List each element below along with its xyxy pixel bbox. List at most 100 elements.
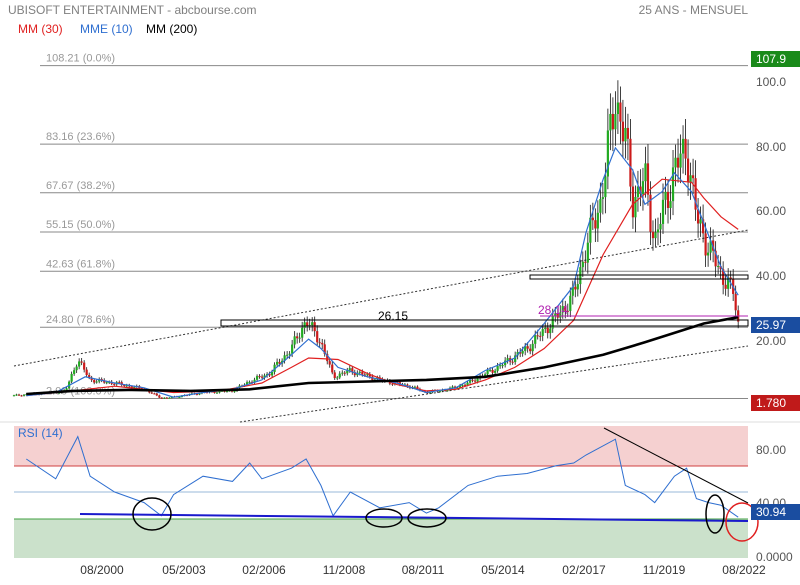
candle-body-142 <box>368 374 371 377</box>
candle-body-61 <box>165 397 168 399</box>
candle-body-223 <box>571 286 574 296</box>
rsi-y-axis: 80.00 40.00 0.0000 <box>756 443 793 564</box>
candle-body-35 <box>100 379 103 381</box>
candle-body-264 <box>674 157 677 168</box>
candle-body-286 <box>729 277 732 279</box>
candle-body-134 <box>348 368 351 371</box>
candle-body-288 <box>734 293 737 311</box>
candle-body-233 <box>596 212 599 229</box>
legend-mm200: MM (200) <box>146 22 197 36</box>
candle-body-85 <box>225 390 229 392</box>
candle-body-73 <box>195 393 199 395</box>
y-tick-100: 100.0 <box>756 75 786 89</box>
candle-body-103 <box>270 371 274 376</box>
candle-body-230 <box>589 217 592 243</box>
candle-body-183 <box>471 379 474 381</box>
candle-body-97 <box>255 376 259 380</box>
legend-mm30: MM (30) <box>18 22 63 36</box>
candle-body-98 <box>258 376 261 378</box>
candle-body-218 <box>559 312 562 318</box>
candle-body-195 <box>501 365 504 367</box>
candle-body-244 <box>624 127 627 142</box>
candle-body-176 <box>453 386 457 388</box>
x-tick-3: 02/2006 <box>242 563 286 577</box>
candle-body-285 <box>727 277 730 289</box>
candle-body-3 <box>20 395 23 397</box>
candle-body-32 <box>93 380 96 383</box>
candle-body-181 <box>466 382 469 386</box>
fib-label-3: 55.15 (50.0%) <box>46 219 115 231</box>
candle-body-219 <box>561 306 564 313</box>
candle-body-109 <box>286 354 289 356</box>
candle-body-119 <box>311 322 314 326</box>
candle-body-226 <box>579 267 582 285</box>
candle-body-189 <box>486 370 489 375</box>
candle-body-182 <box>468 379 472 383</box>
candle-body-273 <box>696 209 700 224</box>
candle-body-221 <box>566 310 569 312</box>
candle-body-281 <box>717 265 720 267</box>
x-tick-4: 11/2008 <box>323 563 366 577</box>
candle-body-199 <box>511 361 514 363</box>
candle-body-214 <box>549 328 552 334</box>
candle-body-268 <box>684 138 687 159</box>
candle-body-95 <box>250 381 254 383</box>
candle-body-213 <box>546 327 549 334</box>
candle-body-37 <box>105 382 108 384</box>
candle-body-193 <box>496 366 499 371</box>
rsi-circle-2003 <box>132 497 172 531</box>
fib-label-1: 83.16 (23.6%) <box>46 131 115 143</box>
candle-body-115 <box>301 327 304 338</box>
rsi-circle-2012 <box>407 508 447 528</box>
legend-mme10: MME (10) <box>80 22 133 36</box>
candle-body-100 <box>263 375 266 378</box>
candle-body-160 <box>413 386 417 388</box>
candle-body-29 <box>85 369 88 376</box>
candle-body-224 <box>574 286 577 290</box>
candle-body-80 <box>213 391 216 393</box>
candle-body-190 <box>489 369 492 371</box>
trend-channel <box>13 229 749 423</box>
channel-upper <box>13 229 749 367</box>
candle-body-274 <box>699 219 702 224</box>
candle-body-247 <box>631 186 635 218</box>
candle-body-243 <box>621 121 625 142</box>
candle-body-56 <box>153 393 156 395</box>
candle-body-30 <box>88 375 91 378</box>
candle-body-96 <box>253 379 256 383</box>
candle-body-63 <box>170 396 173 398</box>
candle-body-129 <box>336 377 339 379</box>
candle-body-121 <box>316 331 319 343</box>
candle-body-74 <box>198 393 201 395</box>
candle-body-206 <box>529 348 532 352</box>
candle-body-196 <box>504 360 507 366</box>
candle-body-1 <box>15 394 18 396</box>
candle-body-0 <box>12 395 16 397</box>
rsi-support-line <box>79 513 749 522</box>
y-tick-80: 80.00 <box>756 140 786 154</box>
rsi-circle-2010 <box>365 508 403 528</box>
candle-body-117 <box>306 322 309 326</box>
candle-body-131 <box>341 372 344 374</box>
candle-body-240 <box>614 114 617 130</box>
candle-body-42 <box>118 382 121 384</box>
candle-body-59 <box>160 397 163 399</box>
candle-body-263 <box>671 167 675 202</box>
candle-body-197 <box>506 358 509 361</box>
candle-body-93 <box>245 382 249 385</box>
candle-body-144 <box>373 379 376 381</box>
candle-body-81 <box>215 392 219 394</box>
rsi-tick-80: 80.00 <box>756 443 786 457</box>
candle-body-283 <box>722 269 725 285</box>
candle-body-200 <box>514 355 517 363</box>
candle-body-232 <box>594 220 597 229</box>
candle-body-55 <box>150 392 153 394</box>
candle-body-170 <box>438 390 442 392</box>
candle-body-241 <box>616 102 620 115</box>
series-line-0 <box>26 178 739 397</box>
low-label: 1.780 <box>756 396 786 410</box>
candle-body-33 <box>95 381 98 383</box>
candle-body-128 <box>333 372 336 379</box>
low-badge <box>751 395 800 411</box>
